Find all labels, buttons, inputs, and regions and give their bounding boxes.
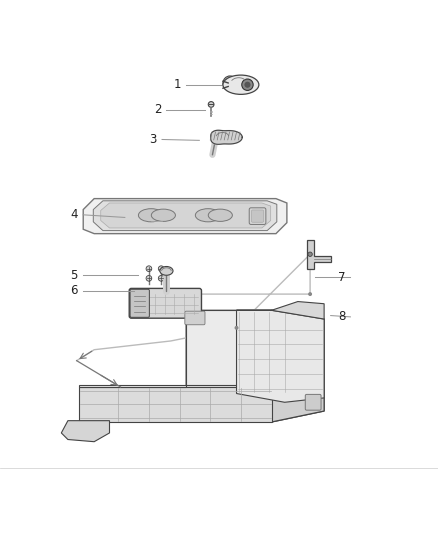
FancyBboxPatch shape [251, 210, 264, 222]
Polygon shape [211, 130, 242, 144]
Polygon shape [237, 302, 324, 319]
FancyBboxPatch shape [130, 289, 149, 317]
Polygon shape [93, 201, 277, 231]
Text: 1: 1 [173, 78, 181, 91]
Text: 4: 4 [71, 208, 78, 221]
Ellipse shape [308, 252, 312, 256]
Polygon shape [79, 387, 272, 422]
FancyBboxPatch shape [185, 311, 205, 325]
Ellipse shape [195, 209, 221, 222]
Text: 6: 6 [71, 284, 78, 297]
Ellipse shape [158, 266, 164, 271]
FancyBboxPatch shape [249, 208, 266, 224]
Text: 3: 3 [149, 133, 157, 146]
Polygon shape [237, 310, 324, 402]
Ellipse shape [244, 82, 251, 88]
Ellipse shape [223, 75, 259, 94]
Polygon shape [83, 199, 287, 233]
Ellipse shape [308, 252, 312, 256]
Text: 2: 2 [154, 103, 161, 116]
FancyBboxPatch shape [129, 288, 201, 318]
Polygon shape [61, 421, 110, 442]
Ellipse shape [308, 292, 312, 296]
Text: 7: 7 [338, 271, 345, 284]
Ellipse shape [208, 209, 232, 221]
Text: 8: 8 [338, 310, 345, 324]
FancyBboxPatch shape [305, 394, 321, 410]
Polygon shape [186, 310, 324, 422]
Ellipse shape [160, 266, 173, 275]
Ellipse shape [223, 76, 237, 91]
Polygon shape [307, 240, 331, 269]
Polygon shape [272, 310, 324, 422]
Polygon shape [79, 310, 272, 387]
Ellipse shape [235, 326, 238, 330]
Ellipse shape [146, 266, 152, 271]
Ellipse shape [242, 79, 253, 91]
Ellipse shape [146, 276, 152, 281]
Ellipse shape [208, 102, 214, 107]
Ellipse shape [138, 209, 164, 222]
Ellipse shape [152, 209, 175, 221]
Text: 5: 5 [71, 269, 78, 282]
Polygon shape [101, 203, 271, 228]
Ellipse shape [158, 276, 164, 281]
